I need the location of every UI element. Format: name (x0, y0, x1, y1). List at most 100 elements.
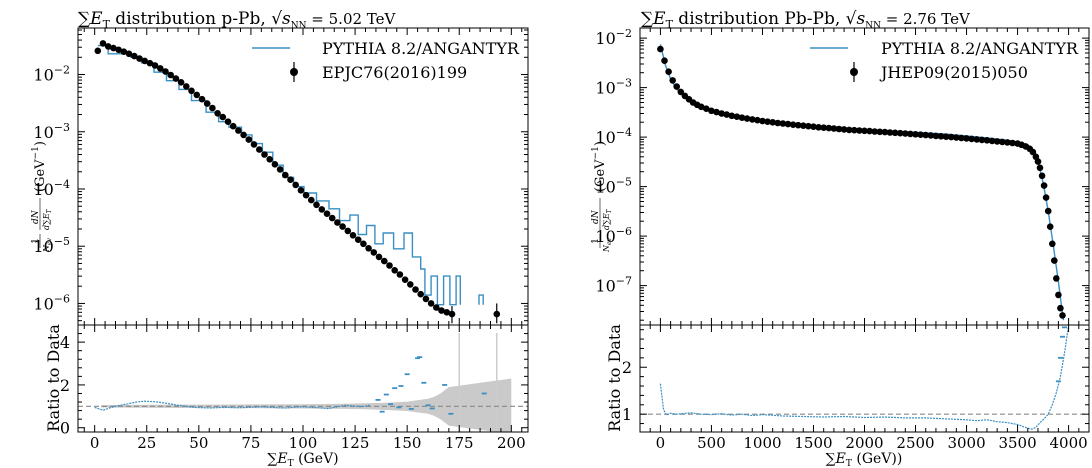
data-point-70 (1004, 139, 1011, 146)
data-point-47 (339, 223, 346, 230)
data-point-68 (448, 310, 456, 318)
data-point-33 (266, 156, 274, 163)
data-point-10 (697, 103, 705, 111)
svg-text:(GeV−1): (GeV−1) (591, 141, 608, 192)
x-tick-label: 0 (90, 434, 100, 452)
left-ylabel: 1 Nev dN d∑ET (GeV−1) (30, 141, 53, 253)
data-point-34 (271, 161, 279, 168)
data-point-60 (407, 281, 414, 288)
data-point-31 (805, 122, 812, 130)
svg-text:dN: dN (591, 209, 601, 224)
data-point-42 (861, 127, 868, 135)
data-point-22 (759, 117, 766, 125)
data-point-13 (713, 108, 720, 116)
data-point-18 (188, 87, 195, 95)
data-point-35 (825, 124, 833, 132)
data-point-55 (381, 257, 388, 265)
data-point-14 (718, 110, 725, 117)
left-title: ∑ET distribution p-Pb, √sNN = 5.02 TeV (78, 9, 397, 31)
data-point-58 (942, 133, 950, 140)
data-point-28 (789, 121, 797, 128)
x-tick-label: 125 (341, 434, 370, 452)
data-point-17 (733, 113, 741, 120)
data-point-26 (229, 122, 237, 130)
data-point-0 (94, 47, 102, 55)
ratio-y-tick-label: 2 (60, 376, 70, 395)
data-point-38 (840, 126, 848, 133)
right-title: ∑ET distribution Pb-Pb, √sNN = 2.76 TeV (641, 9, 971, 31)
data-point-3 (110, 44, 117, 52)
data-point-26 (779, 120, 787, 127)
ratio-y-tick-label: 1 (622, 405, 632, 424)
y-tick-label: 10−4 (595, 126, 632, 147)
y-tick-label: 10−6 (33, 292, 70, 313)
right-ratio-ylabel: Ratio to Data (605, 324, 624, 432)
data-point-48 (344, 227, 352, 235)
data-point-32 (261, 151, 268, 158)
data-point-54 (922, 131, 929, 139)
data-point-48 (891, 129, 899, 137)
ratio-curve (94, 400, 370, 411)
data-point-65 (433, 304, 440, 311)
data-point-61 (412, 286, 419, 293)
data-point-85 (1049, 240, 1056, 248)
data-point-43 (318, 206, 326, 213)
data-point-46 (334, 219, 341, 226)
data-point-30 (800, 122, 807, 129)
data-point-47 (886, 129, 894, 136)
svg-text:Nev: Nev (42, 237, 53, 253)
data-point-44 (323, 210, 331, 217)
x-tick-label: 0 (656, 434, 666, 452)
svg-text:(GeV−1): (GeV−1) (31, 141, 48, 192)
data-point-86 (1051, 257, 1058, 264)
mc-curve (659, 44, 1065, 321)
data-point-90 (1059, 312, 1066, 319)
data-point-5 (120, 48, 128, 55)
right-ylabel: 1 Nev dN d∑ET (GeV−1) (590, 141, 613, 253)
data-point-53 (370, 249, 378, 256)
data-point-28 (240, 131, 247, 139)
data-point-36 (282, 171, 289, 179)
svg-text:d∑ET: d∑ET (42, 208, 53, 230)
data-point-81 (1040, 182, 1048, 189)
y-tick-label: 10−2 (33, 64, 70, 85)
data-point-36 (830, 125, 838, 132)
data-point-49 (349, 232, 357, 239)
data-point-59 (947, 133, 955, 141)
x-tick-label: 150 (393, 434, 422, 452)
x-tick-label: 1500 (794, 434, 832, 452)
x-tick-label: 175 (445, 434, 474, 452)
data-point-32 (810, 123, 817, 130)
data-point-31 (255, 146, 263, 153)
data-point-11 (151, 62, 159, 69)
data-point-56 (386, 262, 393, 269)
data-point-13 (162, 68, 169, 75)
data-point-67 (988, 137, 996, 145)
data-point-51 (360, 240, 367, 248)
data-point-18 (738, 114, 746, 121)
data-point-62 (963, 135, 970, 142)
data-point-66 (438, 307, 445, 314)
data-point-29 (245, 136, 253, 143)
mc-step-curve-1 (478, 294, 484, 305)
x-tick-label: 50 (189, 434, 208, 452)
data-point-44 (871, 128, 878, 135)
data-point-21 (754, 116, 761, 124)
x-tick-label: 75 (241, 434, 260, 452)
data-point-4 (115, 46, 122, 54)
y-tick-label: 10−4 (33, 178, 70, 199)
data-point-54 (375, 253, 383, 261)
data-point-57 (937, 133, 945, 140)
data-point-12 (708, 107, 715, 115)
ratio-curve (659, 325, 1070, 430)
data-uncertainty-band (100, 378, 512, 432)
data-point-0 (657, 45, 664, 53)
data-point-41 (856, 127, 863, 134)
data-point-29 (794, 121, 802, 129)
data-point-20 (749, 116, 756, 123)
data-point-61 (958, 134, 965, 142)
data-point-24 (219, 113, 227, 121)
data-point-59 (401, 276, 409, 284)
data-point-67 (443, 309, 451, 316)
